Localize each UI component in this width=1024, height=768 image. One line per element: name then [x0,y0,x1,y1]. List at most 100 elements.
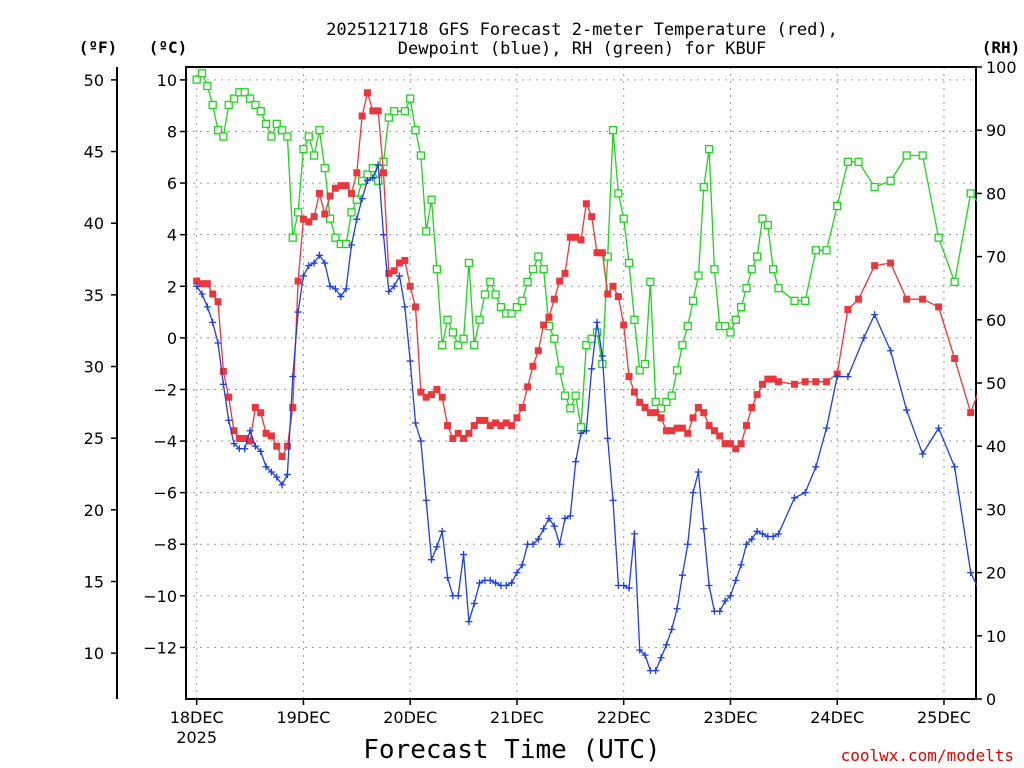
fahrenheit-tick-label: 15 [84,572,104,591]
temperature-point [241,434,249,442]
rh-tick-label: 30 [986,500,1006,519]
temperature-point [630,388,638,396]
dewpoint-point [791,494,799,502]
dewpoint-point [561,514,569,522]
temperature-point [476,416,484,424]
dewpoint-point [534,535,542,543]
rh-point [704,145,714,154]
dewpoint-point [230,440,238,448]
rh-point [672,366,682,375]
rh-point [983,209,990,216]
temperature-point [460,434,468,442]
dewpoint-point [374,161,382,169]
rh-point [592,328,602,337]
rh-point [261,119,271,129]
temperature-point [465,429,473,437]
temperature-line [196,90,977,458]
rh-tick-label: 40 [986,437,1006,456]
dewpoint-point [337,293,345,301]
rh-point [341,239,351,249]
rh-tick-label: 60 [986,311,1006,330]
temperature-point [305,218,313,226]
rh-point [213,126,223,135]
fahrenheit-axis: 50 45 40 35 30 25 20 15 10 [84,71,117,663]
rh-point [208,100,217,110]
dewpoint-point [951,463,959,471]
rh-point [416,151,426,160]
rh-point [251,100,260,110]
temperature-point [219,367,227,375]
chart-title-line2: Dewpoint (blue), RH (green) for KBUF [398,39,766,59]
dewpoint-point [428,556,436,564]
temperature-point [657,414,665,422]
dewpoint-point [833,373,841,381]
dewpoint-point [823,424,831,432]
dewpoint-point [903,406,911,414]
rh-point [203,81,212,91]
celsius-tick-label: 2 [167,277,177,296]
temperature-point [689,414,697,422]
rh-point [491,290,500,299]
temperature-point [652,409,660,417]
rh-point [683,321,692,331]
rh-point [197,69,207,78]
rh-point [374,176,383,185]
temperature-point [614,293,622,301]
dewpoint-point [1015,502,1022,509]
rh-point [512,303,522,312]
rh-point [720,321,730,331]
celsius-tick-label: 8 [167,122,177,141]
rh-point [229,94,239,103]
temperature-point [641,404,649,412]
rh-point [790,296,799,305]
temperature-point [497,422,505,430]
rh-point [870,182,879,192]
dewpoint-point [513,569,521,577]
celsius-tick-label: −4 [153,432,177,451]
rh-tick-label: 100 [986,58,1017,77]
rh-point [320,163,329,173]
rh-point [833,201,842,211]
temperature-point [769,375,777,383]
temperature-point [492,419,500,427]
dewpoint-point [342,285,350,293]
rh-point [245,94,255,103]
temperature-point [801,378,809,386]
dewpoint-point [999,590,1006,597]
rh-point [470,340,479,350]
temperature-point [705,422,713,430]
temperature-point [513,414,521,422]
rh-point [763,220,772,230]
rh-point [304,132,313,141]
dewpoint-point [380,231,387,239]
dewpoint-point [732,576,740,584]
rh-point [694,271,703,280]
series-group [192,69,1022,675]
dewpoint-point [267,468,275,476]
temperature-point [577,236,585,244]
rh-tick-label: 0 [986,690,996,709]
dewpoint-point [636,646,644,654]
fahrenheit-tick-label: 35 [84,286,104,305]
celsius-tick-label: −12 [143,638,177,657]
rh-point [454,340,463,350]
rh-point [325,214,335,223]
temperature-point [508,422,516,430]
dewpoint-point [721,597,729,605]
dewpoint-point [502,581,510,589]
rh-point [886,176,895,185]
temperature-point [369,107,377,115]
credit-text[interactable]: coolwx.com/modelts [841,746,1014,765]
temperature-point [299,215,307,223]
temperature-point [775,378,782,386]
temperature-point [310,213,318,221]
rh-point [582,340,591,350]
dewpoint-point [678,571,686,579]
dewpoint-point [422,496,430,504]
dewpoint-point [529,540,537,548]
dewpoint-point [310,259,318,267]
celsius-tick-label: −8 [153,535,177,554]
dewpoint-point [684,540,692,548]
rh-point [443,315,452,324]
rh-point [640,359,650,369]
